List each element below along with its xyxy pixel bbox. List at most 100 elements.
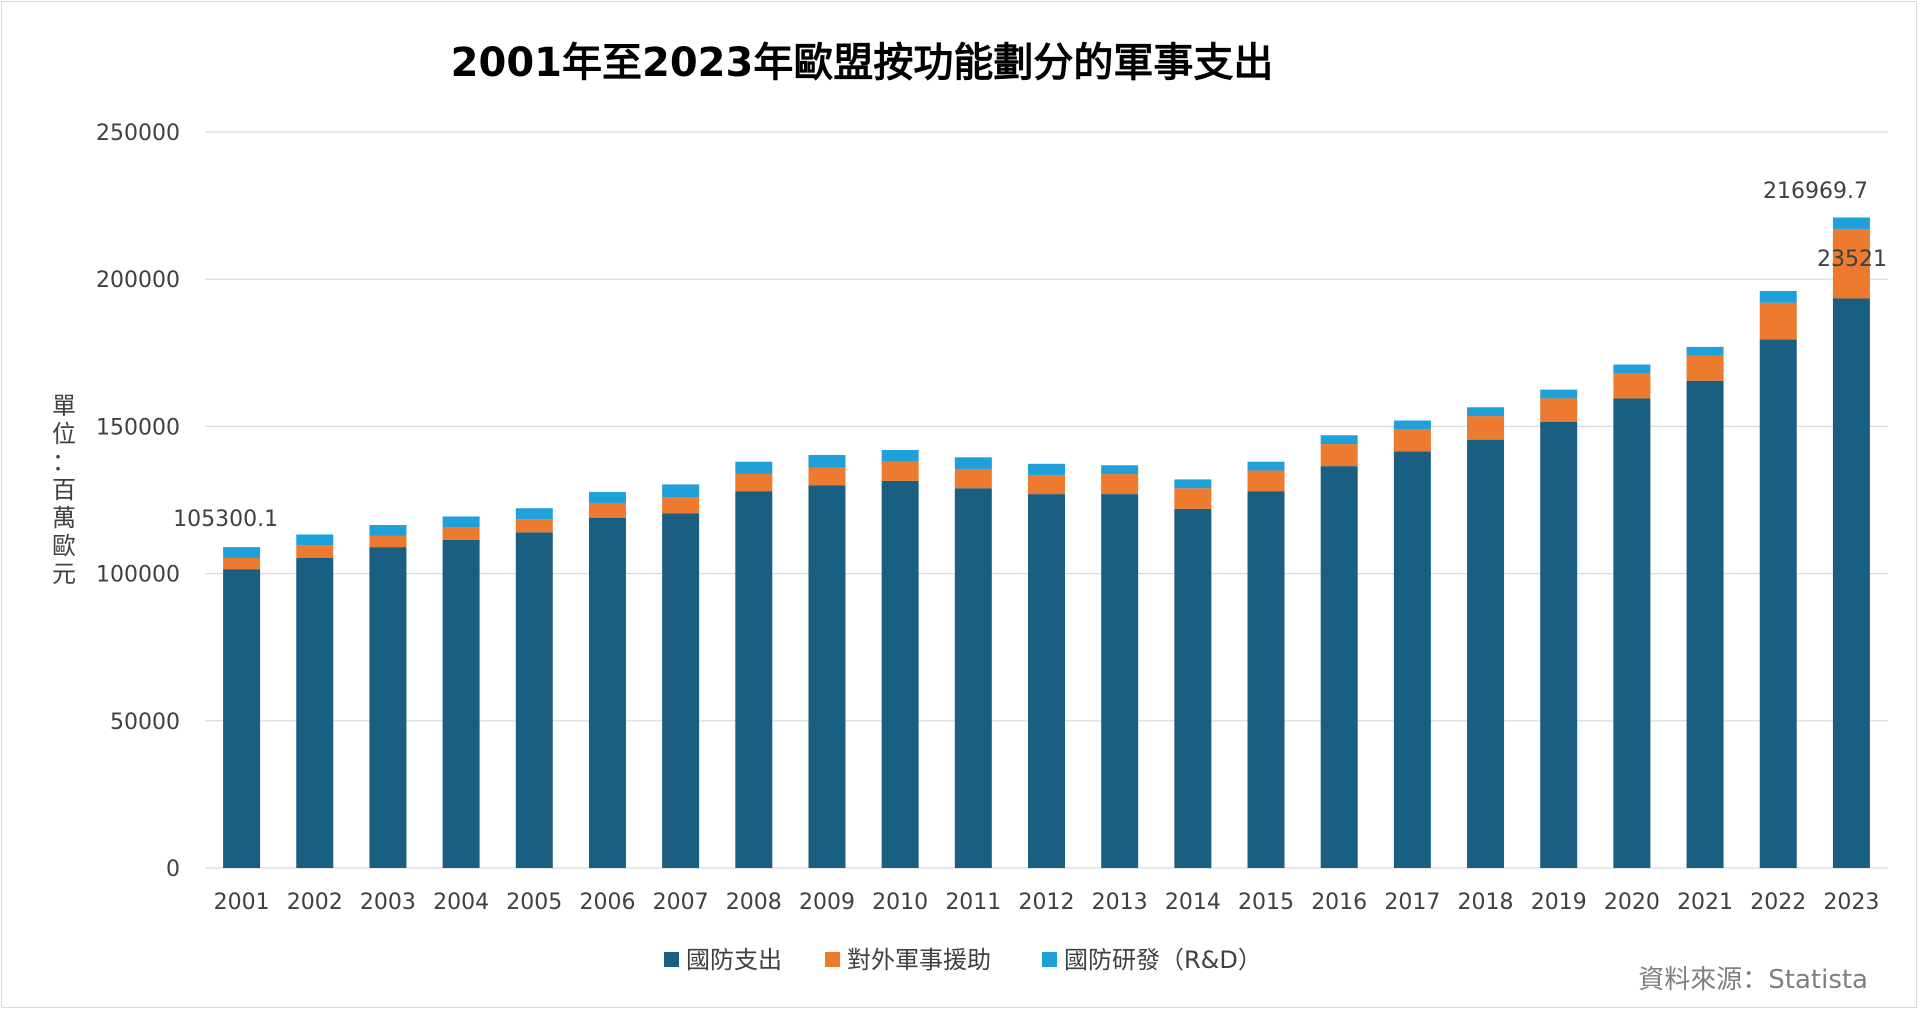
bar-segment xyxy=(1613,364,1651,374)
bar-segment xyxy=(588,502,626,518)
x-tick-label: 2002 xyxy=(287,890,343,915)
bar-segment xyxy=(1247,461,1285,471)
bar-segment xyxy=(223,547,261,558)
bar-segment xyxy=(1174,508,1212,868)
bar-segment xyxy=(735,473,773,492)
y-tick-label: 50000 xyxy=(110,710,180,735)
y-tick-label: 100000 xyxy=(96,563,180,588)
bar-segment xyxy=(369,547,407,868)
bar-segment xyxy=(662,484,700,498)
bar-segment xyxy=(369,535,407,548)
bar-segment xyxy=(442,527,480,540)
bar-segment xyxy=(1393,429,1431,452)
bar-segment xyxy=(442,516,480,528)
bar-segment xyxy=(881,461,919,481)
bar-segment xyxy=(1101,474,1139,495)
bar-segment xyxy=(808,454,846,468)
bar-segment xyxy=(1101,494,1139,868)
x-tick-label: 2013 xyxy=(1092,890,1148,915)
legend-swatch xyxy=(825,952,840,967)
data-labels: 105300.1 216969.7 23521 xyxy=(173,179,1887,532)
chart-title: 2001年至2023年歐盟按功能劃分的軍事支出 xyxy=(451,40,1274,86)
legend-item-label: 國防支出 xyxy=(686,946,782,974)
x-tick-label: 2009 xyxy=(799,890,855,915)
bar-segment xyxy=(1613,398,1651,868)
x-tick-label: 2020 xyxy=(1604,890,1660,915)
bar-segment xyxy=(588,492,626,503)
bar-segment xyxy=(1759,302,1797,340)
x-tick-label: 2001 xyxy=(214,890,270,915)
x-tick-label: 2022 xyxy=(1750,890,1806,915)
bar-segment xyxy=(1247,470,1285,492)
y-tick-label: 0 xyxy=(166,857,180,882)
bars xyxy=(223,217,1870,868)
bar-segment xyxy=(369,525,407,536)
x-tick-label: 2006 xyxy=(579,890,635,915)
y-axis-ticks: 0 50000 100000 150000 200000 250000 xyxy=(96,121,180,882)
bar-segment xyxy=(296,545,334,558)
bar-segment xyxy=(296,534,334,546)
data-label: 105300.1 xyxy=(173,507,278,532)
y-axis-label: 單位：百萬歐元 xyxy=(52,392,76,588)
legend-item-label: 國防研發（R&D） xyxy=(1064,946,1262,974)
bar-segment xyxy=(1759,290,1797,303)
bar-segment xyxy=(1101,465,1139,475)
bar-segment xyxy=(296,557,334,868)
legend: 國防支出 對外軍事援助 國防研發（R&D） xyxy=(664,946,1262,974)
x-tick-label: 2007 xyxy=(653,890,709,915)
x-tick-label: 2015 xyxy=(1238,890,1294,915)
bar-segment xyxy=(881,480,919,868)
bar-segment xyxy=(1613,373,1651,399)
bar-segment xyxy=(1467,439,1505,868)
x-tick-label: 2016 xyxy=(1311,890,1367,915)
bar-segment xyxy=(1320,444,1358,467)
x-tick-label: 2019 xyxy=(1531,890,1587,915)
x-tick-label: 2011 xyxy=(945,890,1001,915)
bar-segment xyxy=(1686,380,1724,868)
x-tick-label: 2003 xyxy=(360,890,416,915)
bar-segment xyxy=(881,449,919,462)
x-tick-label: 2012 xyxy=(1019,890,1075,915)
bar-segment xyxy=(1540,398,1578,422)
x-tick-label: 2023 xyxy=(1823,890,1879,915)
bar-segment xyxy=(735,461,773,474)
bar-segment xyxy=(1393,420,1431,430)
bar-segment xyxy=(954,469,992,489)
bar-segment xyxy=(1247,491,1285,868)
bar-segment xyxy=(515,508,553,520)
bar-segment xyxy=(1174,479,1212,489)
bar-segment xyxy=(954,457,992,470)
x-tick-label: 2004 xyxy=(433,890,489,915)
source-text: 資料來源：Statista xyxy=(1638,965,1868,995)
x-tick-label: 2017 xyxy=(1384,890,1440,915)
bar-segment xyxy=(808,485,846,868)
x-tick-label: 2021 xyxy=(1677,890,1733,915)
bar-segment xyxy=(1832,298,1870,868)
bar-segment xyxy=(1832,217,1870,230)
bar-segment xyxy=(808,467,846,486)
x-tick-label: 2005 xyxy=(506,890,562,915)
bar-segment xyxy=(1686,355,1724,381)
data-label: 216969.7 xyxy=(1763,179,1868,204)
x-tick-label: 2008 xyxy=(726,890,782,915)
bar-segment xyxy=(1320,435,1358,445)
bar-segment xyxy=(1174,488,1212,509)
bar-segment xyxy=(1832,229,1870,299)
bar-segment xyxy=(1028,474,1065,495)
y-tick-label: 250000 xyxy=(96,121,180,146)
y-tick-label: 150000 xyxy=(96,415,180,440)
bar-segment xyxy=(1467,407,1505,417)
bar-segment xyxy=(1028,494,1065,868)
bar-segment xyxy=(515,519,553,533)
bar-segment xyxy=(662,497,700,514)
bar-segment xyxy=(223,569,261,868)
bar-segment xyxy=(1028,463,1065,475)
x-tick-label: 2018 xyxy=(1458,890,1514,915)
bar-segment xyxy=(442,539,480,868)
legend-item-label: 對外軍事援助 xyxy=(847,946,991,974)
bar-segment xyxy=(662,513,700,868)
bar-segment xyxy=(223,557,261,570)
data-label: 23521 xyxy=(1817,247,1887,272)
